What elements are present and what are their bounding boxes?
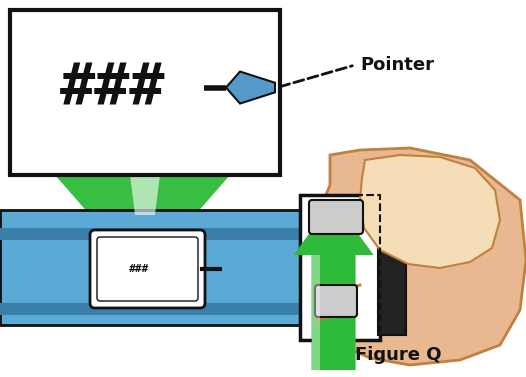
Polygon shape [312,148,526,365]
Bar [378,205,406,335]
Text: Pointer: Pointer [360,56,434,74]
Polygon shape [55,175,230,215]
Polygon shape [226,72,275,104]
Polygon shape [294,200,373,370]
FancyBboxPatch shape [309,200,363,234]
Text: ###: ### [129,264,149,274]
Bar [300,195,380,340]
Bar [0,303,310,315]
Bar [10,10,280,175]
Bar [0,210,310,325]
FancyBboxPatch shape [97,237,198,301]
Text: Figure Q: Figure Q [355,346,441,364]
FancyBboxPatch shape [90,230,205,308]
FancyBboxPatch shape [315,285,357,317]
Polygon shape [360,155,500,268]
Polygon shape [311,255,320,370]
Polygon shape [130,175,160,215]
Bar [0,228,310,240]
Bar [300,195,380,340]
Text: ###: ### [60,61,165,118]
